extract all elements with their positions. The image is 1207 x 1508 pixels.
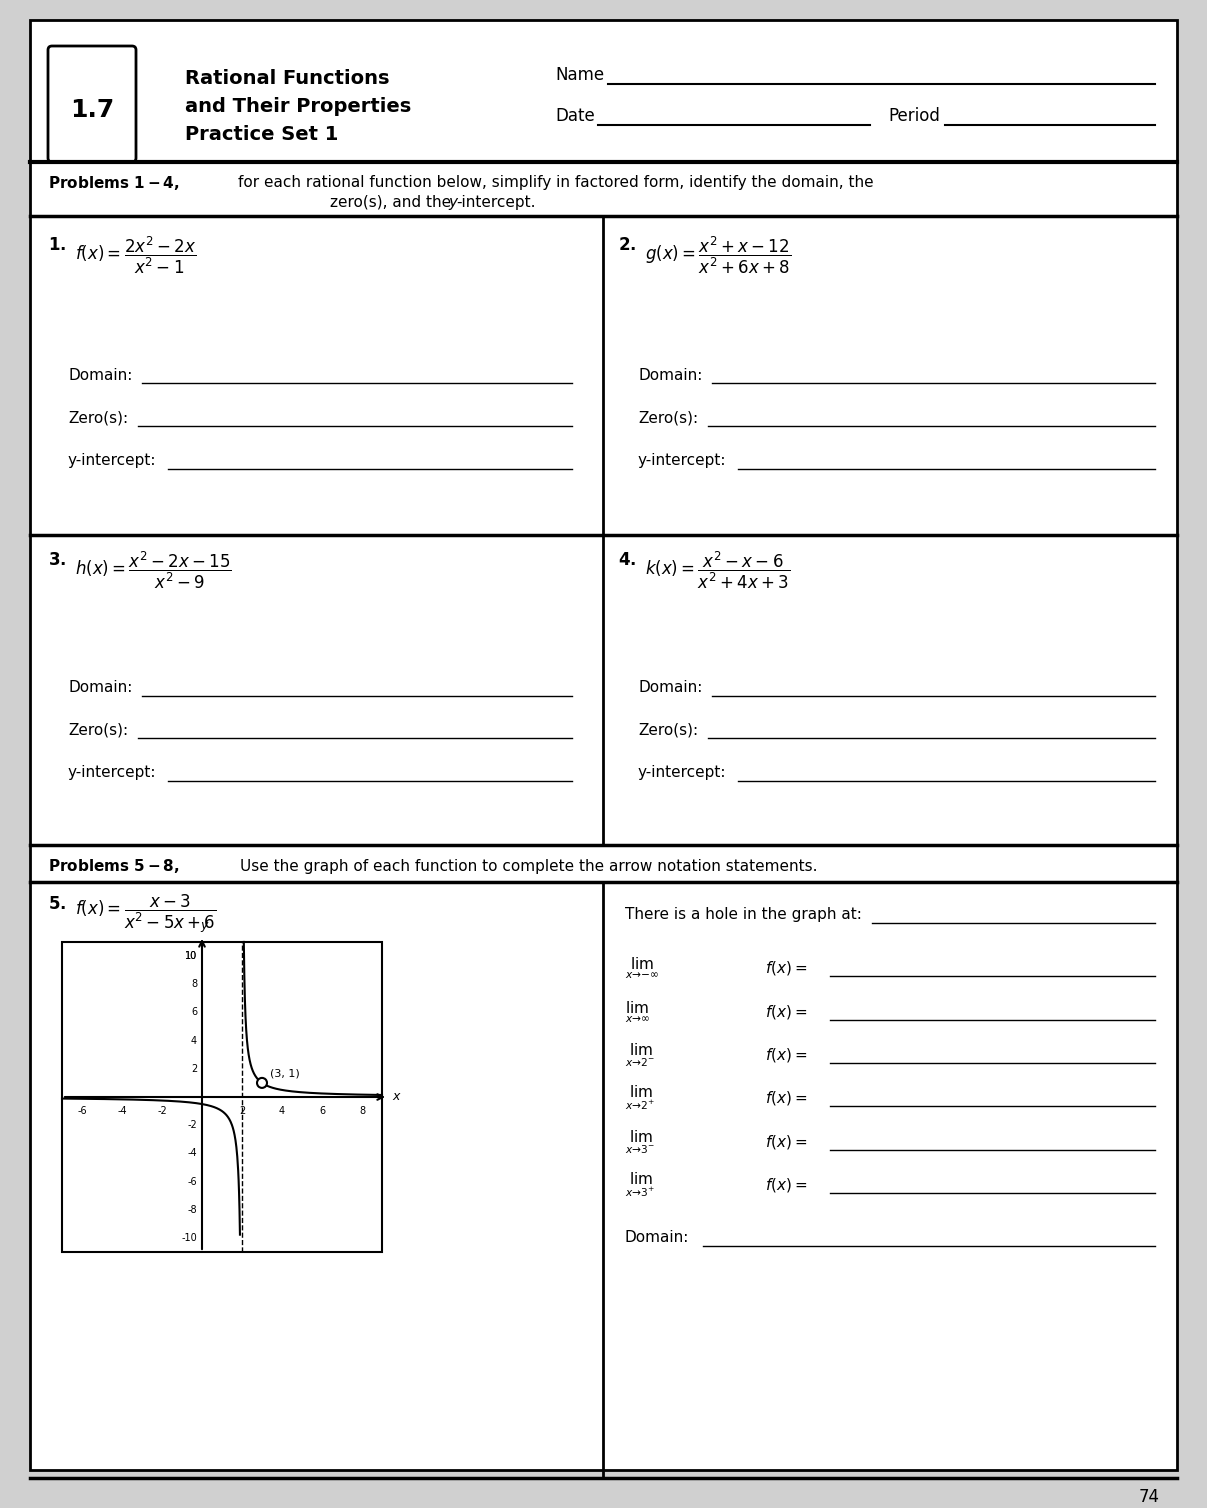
Text: $\mathbf{4.}$: $\mathbf{4.}$ (618, 550, 636, 569)
Text: y-intercept:: y-intercept: (639, 454, 727, 469)
Text: $x$: $x$ (392, 1090, 402, 1104)
Text: 10: 10 (185, 952, 197, 961)
Text: Period: Period (888, 107, 940, 125)
Text: $\lim_{x\to 3^-}$: $\lim_{x\to 3^-}$ (625, 1128, 655, 1155)
Text: $f(x) =$: $f(x) =$ (765, 1089, 807, 1107)
Text: Practice Set 1: Practice Set 1 (185, 125, 338, 143)
Text: $g(x) = \dfrac{x^2+x-12}{x^2+6x+8}$: $g(x) = \dfrac{x^2+x-12}{x^2+6x+8}$ (645, 234, 791, 276)
Text: -intercept.: -intercept. (456, 195, 536, 210)
Text: (3, 1): (3, 1) (270, 1069, 299, 1078)
Text: zero(s), and the: zero(s), and the (330, 195, 456, 210)
Text: 10: 10 (185, 952, 197, 961)
Text: Name: Name (555, 66, 605, 84)
Text: There is a hole in the graph at:: There is a hole in the graph at: (625, 908, 862, 923)
Text: y-intercept:: y-intercept: (68, 766, 157, 781)
Text: $\mathbf{Problems\ 1-4,}$: $\mathbf{Problems\ 1-4,}$ (48, 173, 180, 192)
Text: $\lim_{x\to 2^-}$: $\lim_{x\to 2^-}$ (625, 1042, 655, 1069)
Text: $\lim_{x\to 2^+}$: $\lim_{x\to 2^+}$ (625, 1084, 655, 1111)
Text: Zero(s):: Zero(s): (68, 410, 128, 425)
Text: -6: -6 (187, 1176, 197, 1187)
Text: $f(x) =$: $f(x) =$ (765, 1047, 807, 1065)
Text: $h(x) = \dfrac{x^2-2x-15}{x^2-9}$: $h(x) = \dfrac{x^2-2x-15}{x^2-9}$ (75, 549, 232, 591)
Text: -6: -6 (77, 1105, 87, 1116)
Text: 4: 4 (191, 1036, 197, 1045)
Text: Zero(s):: Zero(s): (639, 722, 698, 737)
Text: $\mathbf{5.}$: $\mathbf{5.}$ (48, 896, 66, 912)
Text: $f(x) = \dfrac{2x^2-2x}{x^2-1}$: $f(x) = \dfrac{2x^2-2x}{x^2-1}$ (75, 234, 197, 276)
FancyBboxPatch shape (30, 20, 1177, 1470)
Text: Use the graph of each function to complete the arrow notation statements.: Use the graph of each function to comple… (240, 858, 817, 873)
Text: Date: Date (555, 107, 595, 125)
Text: 4: 4 (279, 1105, 285, 1116)
Text: Zero(s):: Zero(s): (68, 722, 128, 737)
Text: $f(x) =$: $f(x) =$ (765, 959, 807, 977)
Text: 2: 2 (191, 1063, 197, 1074)
Text: -8: -8 (187, 1205, 197, 1215)
Text: y: y (448, 195, 457, 210)
Text: $\lim_{x\to \infty}$: $\lim_{x\to \infty}$ (625, 1000, 651, 1024)
Text: for each rational function below, simplify in factored form, identify the domain: for each rational function below, simpli… (238, 175, 874, 190)
Text: $\lim_{x\to 3^+}$: $\lim_{x\to 3^+}$ (625, 1170, 655, 1199)
Text: Rational Functions: Rational Functions (185, 68, 390, 87)
Text: 1.7: 1.7 (70, 98, 115, 122)
Text: Domain:: Domain: (639, 680, 702, 695)
Text: $f(x) =$: $f(x) =$ (765, 1133, 807, 1151)
Text: -2: -2 (157, 1105, 167, 1116)
Text: $\mathbf{Problems\ 5-8,}$: $\mathbf{Problems\ 5-8,}$ (48, 857, 180, 875)
Text: 74: 74 (1139, 1488, 1160, 1506)
Text: Domain:: Domain: (625, 1231, 689, 1246)
Text: y-intercept:: y-intercept: (639, 766, 727, 781)
FancyBboxPatch shape (48, 47, 136, 161)
Text: 6: 6 (191, 1007, 197, 1018)
Text: y-intercept:: y-intercept: (68, 454, 157, 469)
Text: 2: 2 (239, 1105, 245, 1116)
Text: 8: 8 (358, 1105, 365, 1116)
Text: Domain:: Domain: (68, 368, 133, 383)
Text: $f(x) = \dfrac{x-3}{x^2-5x+6}$: $f(x) = \dfrac{x-3}{x^2-5x+6}$ (75, 893, 216, 930)
Circle shape (257, 1078, 267, 1087)
Text: Domain:: Domain: (639, 368, 702, 383)
Text: $\mathbf{1.}$: $\mathbf{1.}$ (48, 235, 66, 253)
Bar (62, 942, 381, 1252)
Text: $\lim_{x\to -\infty}$: $\lim_{x\to -\infty}$ (625, 956, 659, 980)
Text: -4: -4 (117, 1105, 127, 1116)
Text: 8: 8 (191, 979, 197, 989)
Text: $\mathbf{2.}$: $\mathbf{2.}$ (618, 235, 636, 253)
Text: -4: -4 (187, 1149, 197, 1158)
Text: -10: -10 (181, 1234, 197, 1243)
Text: and Their Properties: and Their Properties (185, 97, 412, 116)
Text: Domain:: Domain: (68, 680, 133, 695)
Text: $y$: $y$ (200, 920, 210, 933)
Text: $k(x) = \dfrac{x^2-x-6}{x^2+4x+3}$: $k(x) = \dfrac{x^2-x-6}{x^2+4x+3}$ (645, 549, 791, 591)
Text: Zero(s):: Zero(s): (639, 410, 698, 425)
Text: $f(x) =$: $f(x) =$ (765, 1003, 807, 1021)
Text: -2: -2 (187, 1120, 197, 1129)
Text: $\mathbf{3.}$: $\mathbf{3.}$ (48, 550, 66, 569)
Text: $f(x) =$: $f(x) =$ (765, 1176, 807, 1194)
Text: 6: 6 (319, 1105, 325, 1116)
